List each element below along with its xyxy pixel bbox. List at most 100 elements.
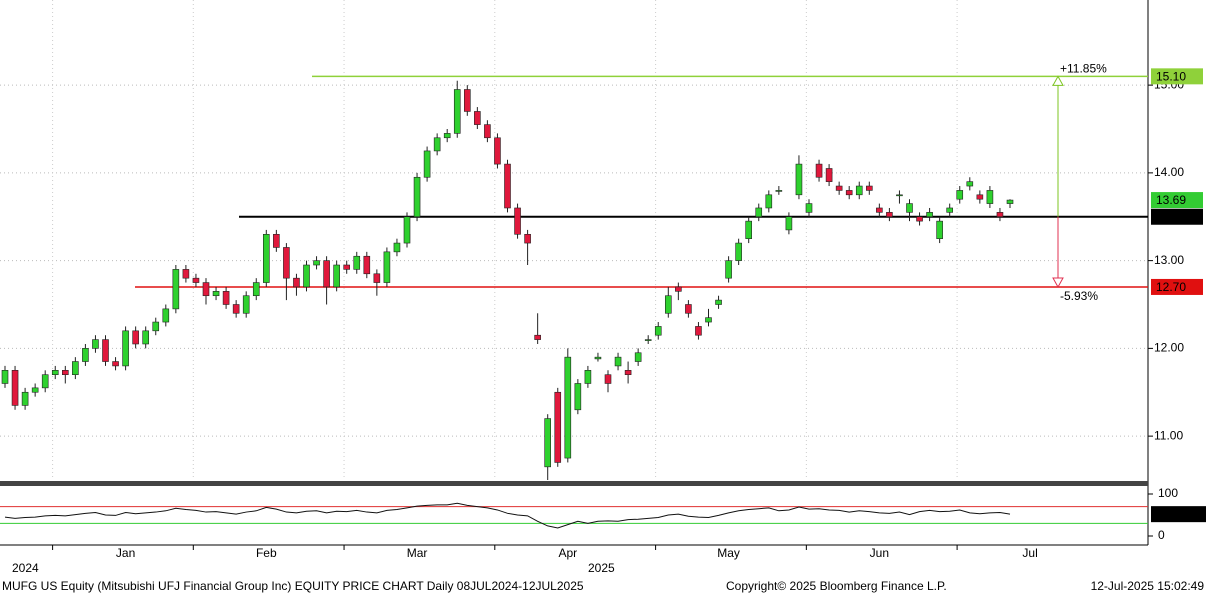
level-tag-label: 12.70	[1156, 280, 1186, 294]
candle-body	[212, 291, 220, 297]
level-tag-label: 13.50	[1156, 210, 1186, 224]
candle-body	[61, 370, 69, 375]
candle-body	[363, 255, 371, 275]
level-tag-label: 15.10	[1156, 70, 1186, 84]
candle-body	[162, 308, 170, 323]
candle-body	[293, 277, 300, 288]
candle-body	[283, 247, 290, 279]
x-tick-label: Jul	[1022, 546, 1037, 560]
candle-body	[986, 190, 994, 204]
candle-body	[11, 370, 19, 406]
candle-body	[624, 370, 632, 375]
candle-body	[72, 361, 79, 375]
candle-body	[262, 233, 270, 283]
candle-body	[614, 356, 622, 367]
x-tick-label: May	[717, 546, 740, 560]
candle-body	[845, 190, 853, 196]
year-label: 2025	[588, 561, 615, 575]
candle-body	[916, 216, 923, 222]
candle-body	[92, 339, 99, 349]
candle-body	[825, 168, 833, 182]
candle-body	[564, 356, 572, 459]
candle-body	[946, 207, 954, 213]
candle-body	[463, 89, 471, 112]
candle-body	[735, 242, 742, 261]
candle-body	[976, 194, 984, 200]
x-tick-label: Jun	[870, 546, 889, 560]
candle-body	[855, 185, 863, 196]
candle-body	[775, 190, 783, 192]
candle-body	[393, 242, 401, 253]
candle-body	[705, 317, 712, 323]
annotation: -5.93%	[1060, 289, 1098, 303]
candle-body	[865, 185, 873, 191]
candle-body	[122, 330, 129, 367]
candle-body	[604, 374, 612, 384]
candle-body	[142, 330, 149, 345]
rsi-line	[4, 502, 1011, 529]
x-tick-label: Mar	[407, 546, 428, 560]
candle-body	[634, 352, 642, 362]
candle-body	[755, 207, 763, 218]
candle-body	[484, 124, 491, 139]
candle-body	[876, 207, 883, 213]
candle-body	[795, 163, 803, 196]
candle-body	[574, 383, 582, 411]
x-tick-label: Jan	[116, 546, 135, 560]
arrow-head	[1052, 277, 1064, 288]
candle-body	[112, 361, 119, 367]
candle-body	[675, 286, 682, 292]
candle-body	[102, 339, 109, 362]
candle-body	[443, 133, 451, 139]
candle-body	[202, 282, 210, 297]
panel-separator	[0, 481, 1148, 486]
x-tick-label: Apr	[558, 546, 577, 560]
candle-body	[514, 207, 521, 235]
candle-body	[383, 251, 391, 283]
candle-body	[313, 260, 320, 266]
candle-body	[896, 194, 903, 197]
candle-body	[252, 282, 260, 297]
candle-body	[41, 374, 49, 389]
candle-body	[453, 89, 461, 134]
candle-body	[725, 260, 732, 279]
rsi-tag	[1151, 506, 1206, 523]
candle-body	[343, 264, 351, 270]
footer-right: 12-Jul-2025 15:02:49	[1091, 579, 1205, 593]
candle-body	[654, 326, 662, 336]
candle-body	[132, 330, 139, 345]
y-tick-label: 14.00	[1154, 165, 1184, 179]
candle-body	[695, 326, 702, 336]
level-tag	[1151, 68, 1203, 85]
candle-body	[323, 260, 330, 288]
candle-body	[232, 304, 240, 314]
candle-body	[805, 203, 813, 213]
candle-body	[936, 220, 943, 239]
candle-body	[82, 348, 89, 362]
candle-body	[172, 269, 180, 310]
candle-body	[785, 216, 793, 231]
candle-body	[644, 339, 652, 341]
rsi-last-label: 52.0239	[1154, 507, 1198, 521]
candle-body	[886, 212, 893, 218]
x-tick-label: Feb	[256, 546, 277, 560]
candle-body	[966, 181, 974, 187]
candle-body	[926, 212, 933, 218]
candle-body	[242, 295, 250, 314]
y-tick-label: 12.00	[1154, 341, 1184, 355]
candle-body	[51, 370, 59, 375]
footer-left: MUFG US Equity (Mitsubishi UFJ Financial…	[2, 579, 584, 593]
candle-body	[413, 176, 421, 218]
candle-body	[423, 150, 431, 178]
arrow-head	[1052, 75, 1064, 86]
last-price-tag	[1151, 192, 1203, 209]
candle-body	[353, 255, 361, 270]
candle-body	[815, 163, 823, 178]
candle-body	[21, 391, 29, 406]
level-tag	[1151, 278, 1203, 295]
rsi-tick-label: 0	[1158, 528, 1165, 542]
candle-body	[403, 216, 411, 244]
candle-body	[31, 387, 39, 393]
candle-body	[956, 190, 964, 200]
